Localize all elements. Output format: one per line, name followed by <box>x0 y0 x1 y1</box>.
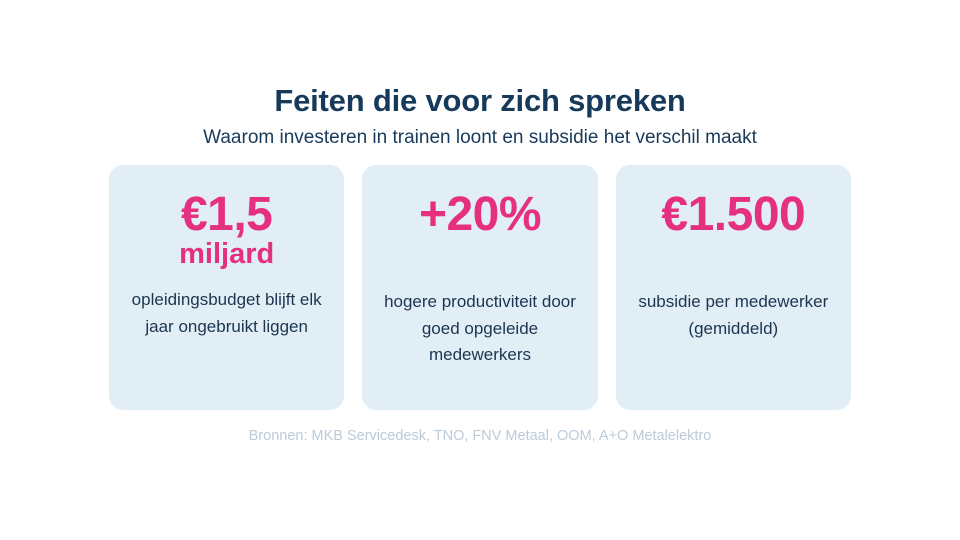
sources-note: Bronnen: MKB Servicedesk, TNO, FNV Metaa… <box>248 428 712 444</box>
stat-card-productivity: +20% hogere productiviteit door goed opg… <box>362 165 598 410</box>
header: Feiten die voor zich spreken Waarom inve… <box>0 82 960 150</box>
page-title: Feiten die voor zich spreken <box>274 83 686 118</box>
stat-description: subsidie per medewerker (gemiddeld) <box>638 292 829 338</box>
stat-value-unit: miljard <box>179 238 275 270</box>
stat-value: €1.500 <box>661 188 806 241</box>
stat-description: hogere productiviteit door goed opgeleid… <box>384 292 576 364</box>
stat-card-subsidy: €1.500 subsidie per medewerker (gemiddel… <box>615 165 851 410</box>
page-subtitle: Waarom investeren in trainen loont en su… <box>203 127 757 148</box>
stat-description: opleidingsbudget blijft elk jaar ongebru… <box>131 290 322 336</box>
stat-value: +20% <box>418 188 542 241</box>
stat-cards: €1,5 miljard opleidingsbudget blijft elk… <box>109 165 851 410</box>
stat-value: €1,5 <box>180 188 273 241</box>
stat-card-budget: €1,5 miljard opleidingsbudget blijft elk… <box>109 165 345 410</box>
